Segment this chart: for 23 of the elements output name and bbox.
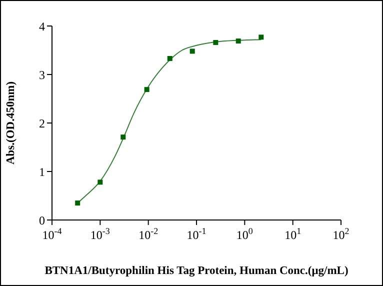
- x-tick-label: 10$^{0}$: [236, 226, 254, 242]
- point: [75, 200, 80, 206]
- x-tick-label: 10$^{-1}$: [186, 226, 206, 242]
- point: [167, 56, 172, 61]
- point: [236, 38, 241, 44]
- point: [144, 87, 150, 92]
- y-axis-title: Abs.(OD.450nm): [5, 81, 18, 165]
- x-tick-label: 10$^{-2}$: [138, 226, 158, 242]
- point: [213, 40, 218, 45]
- x-tick-label: 10$^{-3}$: [90, 226, 110, 242]
- x-tick-label: 10$^{-4}$: [42, 226, 62, 242]
- x-tick-label: 10$^{2}$: [332, 226, 350, 242]
- point: [190, 48, 195, 54]
- y-tick-label: 1: [39, 164, 45, 179]
- point: [120, 134, 126, 140]
- x-axis-title: BTN1A1/Butyrophilin His Tag Protein, Human Conc.(μg/mL): [44, 265, 348, 277]
- y-tick-label: 2: [39, 116, 45, 130]
- x-tick-label: 10$^{1}$: [284, 226, 302, 242]
- point: [98, 180, 103, 185]
- y-tick-label: 4: [39, 19, 45, 34]
- y-tick-label: 0: [39, 213, 45, 228]
- point: [258, 34, 264, 40]
- y-tick-label: 3: [39, 68, 45, 82]
